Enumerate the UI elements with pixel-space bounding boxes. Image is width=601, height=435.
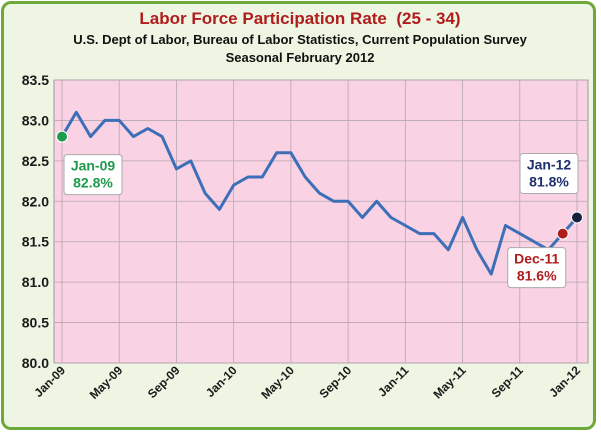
series-line (60, 110, 579, 276)
callout-box (63, 154, 123, 196)
callout-box (519, 152, 579, 194)
y-tick-label: 81.0 (22, 274, 49, 290)
data-point-marker (571, 211, 583, 224)
x-tick-label: Sep-09 (145, 363, 183, 401)
x-tick-label: May-11 (430, 363, 468, 401)
callout-text: Jan-09 (71, 158, 116, 174)
x-tick-label: Jan-11 (375, 363, 412, 400)
x-tick-label: Sep-11 (489, 363, 526, 400)
y-tick-label: 80.5 (22, 315, 49, 331)
x-tick-label: Sep-10 (317, 363, 355, 401)
y-tick-label: 82.0 (22, 193, 49, 209)
x-tick-label: May-09 (87, 363, 126, 402)
callout-text: Jan-12 (527, 156, 572, 172)
x-tick-label: Jan-10 (203, 363, 240, 400)
callout-text: 82.8% (73, 175, 113, 191)
chart-subtitle: U.S. Dept of Labor, Bureau of Labor Stat… (73, 32, 527, 47)
chart-subtitle-2: Seasonal February 2012 (226, 50, 375, 65)
y-tick-label: 83.5 (22, 72, 49, 88)
callout-text: 81.6% (517, 268, 557, 284)
callout-box (507, 247, 567, 289)
plot-area: 80.0 80.5 81.0 81.5 82.0 82.5 83.0 83.5 Jan-09 Ma… (22, 72, 589, 402)
plot-background (53, 79, 589, 364)
x-tick-label: Jan-12 (546, 363, 583, 400)
y-tick-label: 81.5 (22, 234, 49, 250)
data-point-marker (556, 227, 569, 240)
data-point-marker (56, 130, 68, 143)
y-tick-label: 83.0 (22, 112, 49, 128)
callout-text: Dec-11 (514, 251, 559, 267)
y-tick-label: 80.0 (22, 355, 49, 371)
chart-title: Labor Force Participation Rate (25 - 34) (139, 9, 460, 28)
callout-text: 81.8% (529, 173, 569, 189)
x-tick-label: May-10 (258, 363, 297, 402)
y-tick-label: 82.5 (22, 153, 49, 169)
